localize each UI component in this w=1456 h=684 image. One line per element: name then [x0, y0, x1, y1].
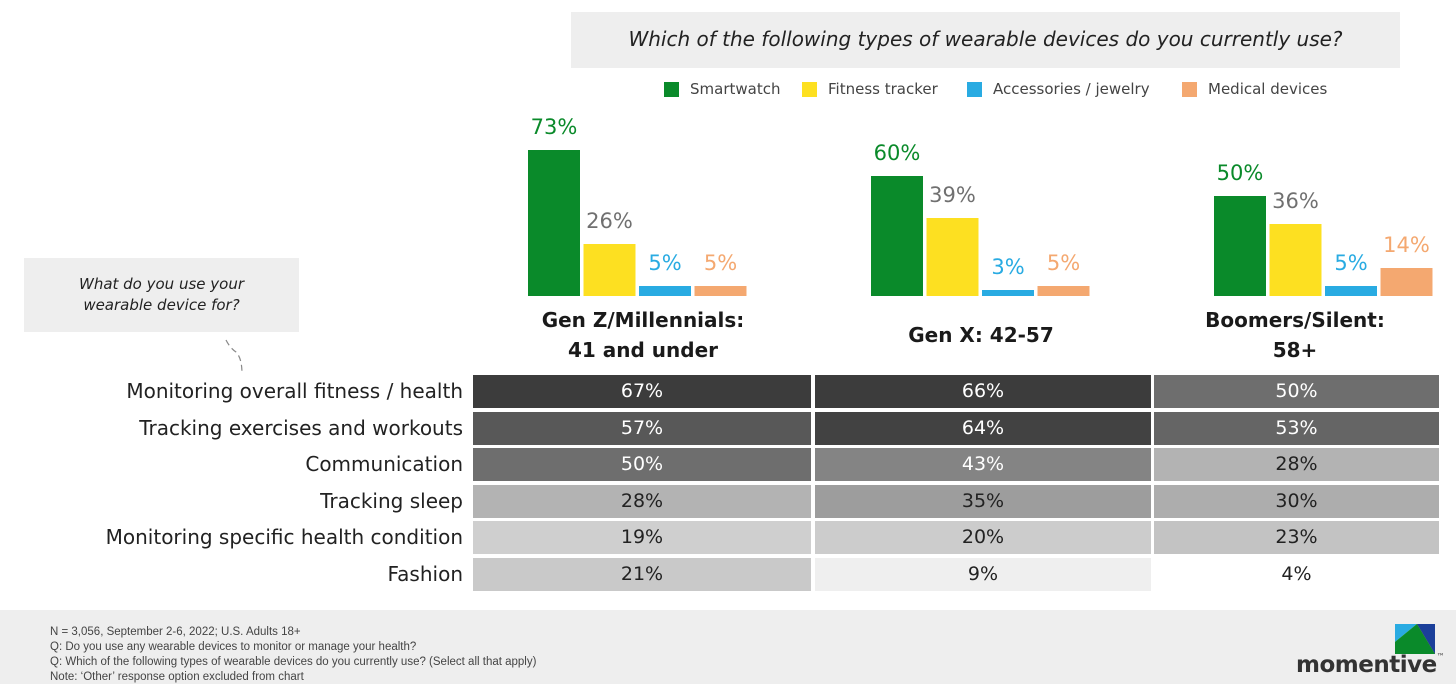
- bar-value-label: 26%: [586, 209, 633, 233]
- row-label: Tracking exercises and workouts: [139, 416, 463, 440]
- row-label: Monitoring overall fitness / health: [126, 379, 463, 403]
- chart-title: Which of the following types of wearable…: [628, 27, 1343, 51]
- group-title-boomers: Boomers/Silent: 58+: [1160, 305, 1430, 365]
- group-title-gen-z-line2: 41 and under: [567, 338, 719, 362]
- footnote-sample: N = 3,056, September 2-6, 2022; U.S. Adu…: [50, 626, 301, 638]
- heatmap-cell: 57%: [473, 412, 811, 445]
- bar: [528, 150, 580, 296]
- heatmap-cell: 28%: [1154, 448, 1439, 481]
- bar-value-label: 5%: [1047, 251, 1080, 275]
- bar: [1269, 224, 1322, 296]
- bar: [1380, 268, 1433, 296]
- legend-label-fitness-tracker: Fitness tracker: [828, 80, 938, 98]
- heatmap-cell: 67%: [473, 375, 811, 408]
- heatmap-cell: 50%: [1154, 375, 1439, 408]
- side-question-text: What do you use your wearable device for…: [78, 275, 245, 314]
- heatmap-cell: 28%: [473, 485, 811, 518]
- heatmap-cell: 35%: [815, 485, 1151, 518]
- heatmap-cell: 4%: [1154, 558, 1439, 591]
- group-title-gen-x: Gen X: 42-57: [846, 320, 1116, 350]
- bar: [694, 286, 747, 296]
- momentive-logo-icon: [1395, 624, 1435, 654]
- heatmap-cell: 21%: [473, 558, 811, 591]
- row-label: Tracking sleep: [320, 489, 463, 513]
- heatmap-cell: 66%: [815, 375, 1151, 408]
- question-box: Which of the following types of wearable…: [571, 12, 1400, 68]
- bar: [639, 286, 691, 296]
- bar-value-label: 14%: [1383, 233, 1430, 257]
- side-question-box: What do you use your wearable device for…: [24, 258, 299, 332]
- group-title-gen-z-line1: Gen Z/Millennials:: [541, 308, 745, 332]
- legend-label-accessories-jewelry: Accessories / jewelry: [993, 80, 1150, 98]
- bar: [982, 290, 1034, 296]
- bar-value-label: 39%: [929, 183, 976, 207]
- footnote-question-2: Q: Which of the following types of weara…: [50, 656, 537, 668]
- legend-label-smartwatch: Smartwatch: [690, 80, 781, 98]
- bar-value-label: 5%: [1334, 251, 1367, 275]
- group-title-boomers-line2: 58+: [1272, 338, 1318, 362]
- footer: [0, 610, 1456, 684]
- legend-swatch-accessories-jewelry: [967, 82, 982, 97]
- group-title-boomers-line1: Boomers/Silent:: [1205, 308, 1385, 332]
- bar: [871, 176, 923, 296]
- group-title-gen-x-line1: Gen X: 42-57: [908, 323, 1054, 347]
- bar-value-label: 5%: [648, 251, 681, 275]
- bar-value-label: 60%: [874, 141, 921, 165]
- heatmap-cell: 19%: [473, 521, 811, 554]
- footnote-question-1: Q: Do you use any wearable devices to mo…: [50, 641, 417, 653]
- bar-value-label: 36%: [1272, 189, 1319, 213]
- group-title-gen-z: Gen Z/Millennials: 41 and under: [508, 305, 778, 365]
- bar: [926, 218, 979, 296]
- logo-trademark: ™: [1436, 652, 1445, 661]
- logo-wordmark: momentive: [1296, 652, 1437, 678]
- legend-swatch-medical-devices: [1182, 82, 1197, 97]
- bar-value-label: 50%: [1217, 161, 1264, 185]
- heatmap-cell: 43%: [815, 448, 1151, 481]
- row-label: Fashion: [387, 562, 464, 586]
- heatmap-cell: 53%: [1154, 412, 1439, 445]
- speech-tail-icon: [225, 339, 243, 375]
- bar: [583, 244, 636, 296]
- heatmap-cell: 64%: [815, 412, 1151, 445]
- legend-swatch-fitness-tracker: [802, 82, 817, 97]
- bar: [1325, 286, 1377, 296]
- heatmap-cell: 9%: [815, 558, 1151, 591]
- row-label: Communication: [305, 452, 463, 476]
- momentive-logo-text: momentive™: [1296, 652, 1445, 678]
- footnote-note: Note: ‘Other’ response option excluded f…: [50, 671, 304, 683]
- bar: [1037, 286, 1090, 296]
- legend: Smartwatch Fitness tracker Accessories /…: [664, 79, 1424, 101]
- bar-value-label: 5%: [704, 251, 737, 275]
- heatmap-cell: 23%: [1154, 521, 1439, 554]
- heatmap-cell: 50%: [473, 448, 811, 481]
- bar-value-label: 3%: [991, 255, 1024, 279]
- row-label: Monitoring specific health condition: [105, 525, 463, 549]
- legend-label-medical-devices: Medical devices: [1208, 80, 1328, 98]
- bar-value-label: 73%: [531, 115, 578, 139]
- bar-chart: 73% 60% 50% 26% 39% 36% 5% 3% 5% 5% 5% 14%: [528, 115, 1433, 296]
- bar: [1214, 196, 1266, 296]
- heatmap-cell: 30%: [1154, 485, 1439, 518]
- heatmap-cell: 20%: [815, 521, 1151, 554]
- legend-swatch-smartwatch: [664, 82, 679, 97]
